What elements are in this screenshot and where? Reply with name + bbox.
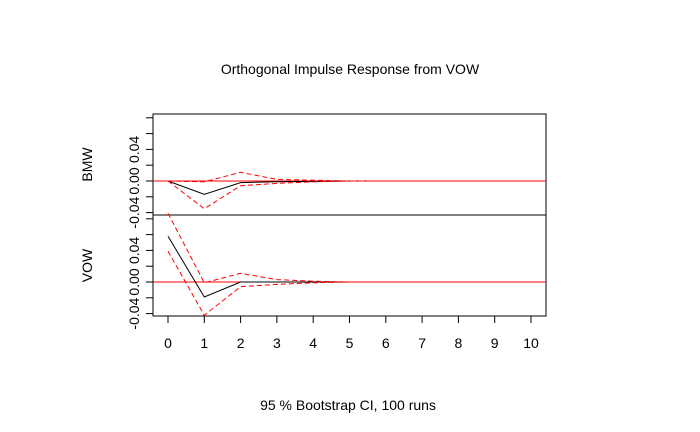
x-tick-label: 4 [309, 335, 317, 351]
vow-ci-lower-line [167, 250, 368, 316]
bmw-ci-lower-line [167, 180, 368, 210]
x-tick-label: 5 [346, 335, 354, 351]
vow-y-tick-label: -0.04 [126, 297, 142, 329]
vow-response-line [167, 235, 368, 298]
chart-marks: 0 1 2 3 4 5 6 7 8 9 10 -0.04 0.00 0.04 BMW -0.04 0.00 0.0… [79, 117, 546, 351]
vow-ci-upper-line [167, 213, 368, 284]
x-tick-label: 3 [273, 335, 281, 351]
bmw-y-tick-label: 0.00 [126, 167, 142, 194]
x-tick-label: 6 [382, 335, 390, 351]
x-tick-label: 9 [491, 335, 499, 351]
chart-title: Orthogonal Impulse Response from VOW [221, 61, 480, 77]
x-axis-label: 95 % Bootstrap CI, 100 runs [260, 397, 436, 413]
bmw-y-tick-label: 0.04 [126, 136, 142, 163]
vow-y-tick-label: 0.00 [126, 268, 142, 295]
x-tick-label: 10 [523, 335, 539, 351]
x-tick-label: 8 [455, 335, 463, 351]
x-tick-label: 1 [200, 335, 208, 351]
x-tick-label: 2 [237, 335, 245, 351]
bmw-y-tick-label: -0.04 [126, 196, 142, 228]
vow-y-label: VOW [79, 248, 95, 282]
x-tick-label: 7 [418, 335, 426, 351]
bmw-y-label: BMW [79, 147, 95, 182]
x-tick-label: 0 [164, 335, 172, 351]
bmw-ci-upper-line [167, 171, 368, 183]
vow-y-tick-label: 0.04 [126, 237, 142, 264]
bmw-response-line [167, 180, 368, 195]
